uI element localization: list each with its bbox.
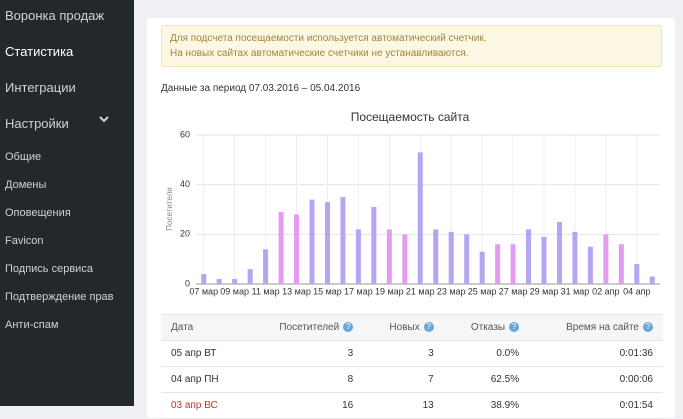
bar: [324, 202, 330, 284]
sidebar: Воронка продаж Статистика Интеграции Настро…: [0, 0, 134, 406]
bar: [201, 274, 207, 284]
x-tick-label: 13 мар: [282, 286, 311, 296]
x-tick-label: 15 мар: [313, 286, 342, 296]
chart-title: Посещаемость сайта: [351, 110, 470, 124]
nav-item[interactable]: Статистика: [5, 44, 74, 59]
table-cell: 0:00:06: [529, 366, 663, 393]
bar: [371, 207, 377, 284]
bar: [618, 244, 624, 284]
nav-item[interactable]: Воронка продаж: [5, 8, 105, 23]
x-tick-label: 09 мар: [220, 286, 249, 296]
notice-line: Для подсчета посещаемости используется а…: [170, 33, 487, 44]
bar: [433, 229, 439, 284]
column-header: Отказы?: [443, 314, 530, 341]
bar: [355, 229, 361, 284]
table-cell: 8: [245, 366, 364, 393]
bar: [541, 236, 547, 284]
sub-item[interactable]: Общие: [5, 151, 42, 163]
notice: Для подсчета посещаемости используется а…: [161, 25, 662, 67]
x-tick-label: 31 мар: [561, 286, 590, 296]
bar: [309, 199, 315, 284]
help-icon[interactable]: ?: [643, 322, 653, 333]
column-header: Дата: [161, 314, 246, 341]
bar: [386, 229, 392, 284]
header-text: Новых: [389, 322, 420, 333]
table-cell: 3: [363, 340, 444, 367]
bar: [294, 214, 300, 284]
bar: [464, 234, 470, 284]
x-tick-label: 11 мар: [252, 286, 280, 296]
bar: [572, 231, 578, 284]
bar: [479, 251, 485, 284]
table-cell: 04 апр ПН: [161, 366, 246, 393]
header-text: Отказы: [470, 322, 506, 333]
help-icon[interactable]: ?: [509, 322, 520, 333]
sub-item[interactable]: Домены: [5, 179, 47, 191]
table-cell: 7: [363, 366, 444, 393]
y-tick-label: 20: [180, 229, 190, 239]
column-header: Новых?: [363, 314, 444, 341]
bar: [216, 279, 222, 284]
bar: [510, 244, 516, 284]
sub-item[interactable]: Favicon: [5, 235, 44, 247]
bar: [526, 229, 532, 284]
sub-item[interactable]: Подтверждение прав: [5, 291, 114, 303]
bar: [402, 234, 408, 284]
x-tick-label: 04 апр: [623, 286, 650, 296]
table-row: 04 апр ПН 8 7 62.5% 0:00:06: [161, 366, 663, 393]
help-icon[interactable]: ?: [343, 322, 354, 333]
chart: Посещаемость сайта Посетители 0 20 40 60 07 …: [165, 110, 660, 296]
column-header: Посетителей?: [245, 314, 364, 341]
x-tick-label: 25 мар: [468, 286, 497, 296]
sub-item[interactable]: Анти-спам: [5, 319, 59, 331]
chevron: [99, 116, 109, 123]
bar: [448, 231, 454, 284]
sub-item[interactable]: Оповещения: [5, 207, 71, 219]
x-tick-label: 07 мар: [189, 286, 218, 296]
y-tick-label: 0: [185, 278, 190, 288]
header-text: Дата: [171, 322, 194, 333]
bar: [649, 276, 655, 284]
header-text: Посетителей: [279, 322, 340, 333]
bar: [634, 264, 640, 284]
bar: [603, 234, 609, 284]
help-icon[interactable]: ?: [423, 322, 434, 333]
period: Данные за период 07.03.2016 – 05.04.2016: [161, 83, 361, 94]
x-tick-label: 23 мар: [437, 286, 466, 296]
x-tick-label: 17 мар: [344, 286, 373, 296]
bar: [556, 221, 562, 284]
table-cell: 05 апр ВТ: [161, 340, 246, 367]
table-cell: 3: [245, 340, 364, 367]
sub-item[interactable]: Подпись сервиса: [5, 263, 93, 275]
column-header: Время на сайте?: [529, 314, 663, 341]
header-text: Время на сайте: [566, 322, 639, 333]
y-tick-label: 60: [180, 129, 190, 139]
x-tick-label: 19 мар: [375, 286, 404, 296]
bar: [587, 246, 593, 284]
bar: [340, 197, 346, 284]
nav-item[interactable]: Интеграции: [5, 80, 76, 95]
x-tick-label: 02 апр: [592, 286, 619, 296]
bar: [263, 249, 269, 284]
stats-table: Дата Посетителей? Новых? Отказы? Время на са…: [161, 314, 663, 419]
bar: [247, 269, 253, 284]
y-tick-label: 40: [180, 179, 190, 189]
x-tick-label: 29 мар: [530, 286, 559, 296]
bar: [417, 152, 423, 284]
table-row: 05 апр ВТ 3 3 0.0% 0:01:36: [161, 340, 663, 367]
notice-line: На новых сайтах автоматические счетчики …: [170, 48, 469, 59]
x-tick-label: 21 мар: [406, 286, 435, 296]
table-cell: 0:01:36: [529, 340, 663, 367]
table-cell: 0.0%: [443, 340, 530, 367]
nav-item[interactable]: Настройки: [5, 116, 69, 131]
x-tick-label: 27 мар: [499, 286, 528, 296]
y-axis-label: Посетители: [165, 187, 174, 230]
bar: [278, 211, 284, 284]
table-cell: 62.5%: [443, 366, 530, 393]
bar: [232, 279, 238, 284]
bar: [495, 244, 501, 284]
